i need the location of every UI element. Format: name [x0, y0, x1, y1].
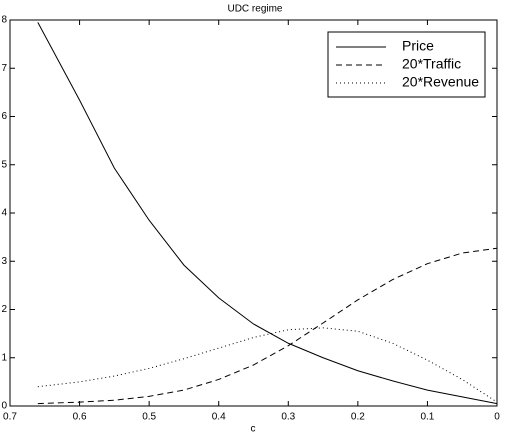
legend-box — [327, 31, 486, 98]
y-tick-label: 2 — [1, 304, 7, 315]
x-tick-label: 0 — [494, 412, 500, 423]
y-tick-label: 0 — [1, 401, 7, 412]
x-tick-label: 0.4 — [212, 412, 226, 423]
y-tick-label: 1 — [1, 352, 7, 363]
x-tick-label: 0.6 — [73, 412, 87, 423]
series-line — [37, 327, 498, 403]
legend-label: 20*Revenue — [402, 74, 479, 90]
series-line — [37, 22, 498, 405]
chart-title: UDC regime — [227, 4, 282, 15]
y-tick-label: 7 — [1, 63, 7, 74]
x-tick-label: 0.5 — [142, 412, 156, 423]
x-tick-label: 0.7 — [3, 412, 17, 423]
y-tick-label: 8 — [1, 15, 7, 26]
legend-label: 20*Traffic — [402, 56, 461, 72]
series-line — [37, 247, 498, 405]
legend-label: Price — [402, 38, 434, 54]
x-tick-label: 0.3 — [281, 412, 295, 423]
x-tick-label: 0.2 — [351, 412, 365, 423]
y-tick-label: 6 — [1, 111, 7, 122]
y-tick-label: 3 — [1, 256, 7, 267]
y-tick-label: 5 — [1, 159, 7, 170]
y-tick-label: 4 — [1, 208, 7, 219]
x-tick-label: 0.1 — [420, 412, 434, 423]
x-axis-label: c — [251, 424, 256, 435]
